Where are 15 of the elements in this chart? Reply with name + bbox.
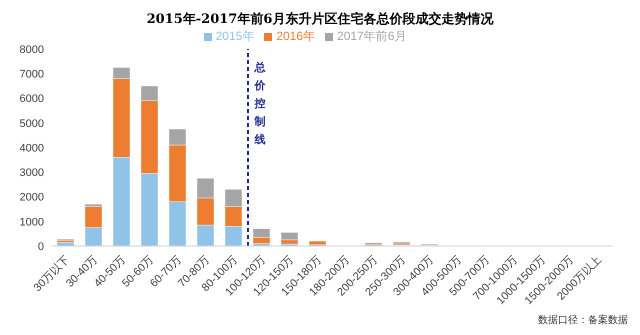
text: 数据口径：备案数据	[538, 314, 628, 327]
y-tick-label: 7000	[20, 68, 44, 81]
y-tick-label: 0	[38, 240, 44, 253]
y-tick-label: 2000	[20, 192, 44, 204]
y-tick-label: 3000	[20, 167, 44, 180]
chart-title: 2015年-2017年前6月东升片区住宅各总价段成交走势情况	[146, 10, 494, 28]
y-tick-label: 1000	[20, 216, 44, 228]
y-tick-label: 6000	[20, 93, 44, 106]
legend-label: 2017年前6月	[337, 29, 406, 43]
ref-line-label: 总价控制线	[254, 61, 266, 146]
y-tick-label: 8000	[20, 44, 44, 56]
legend-label: 2016年	[276, 29, 316, 43]
legend-label: 2015年	[216, 29, 254, 43]
y-tick-label: 5000	[20, 118, 44, 130]
y-tick-label: 4000	[20, 142, 44, 154]
